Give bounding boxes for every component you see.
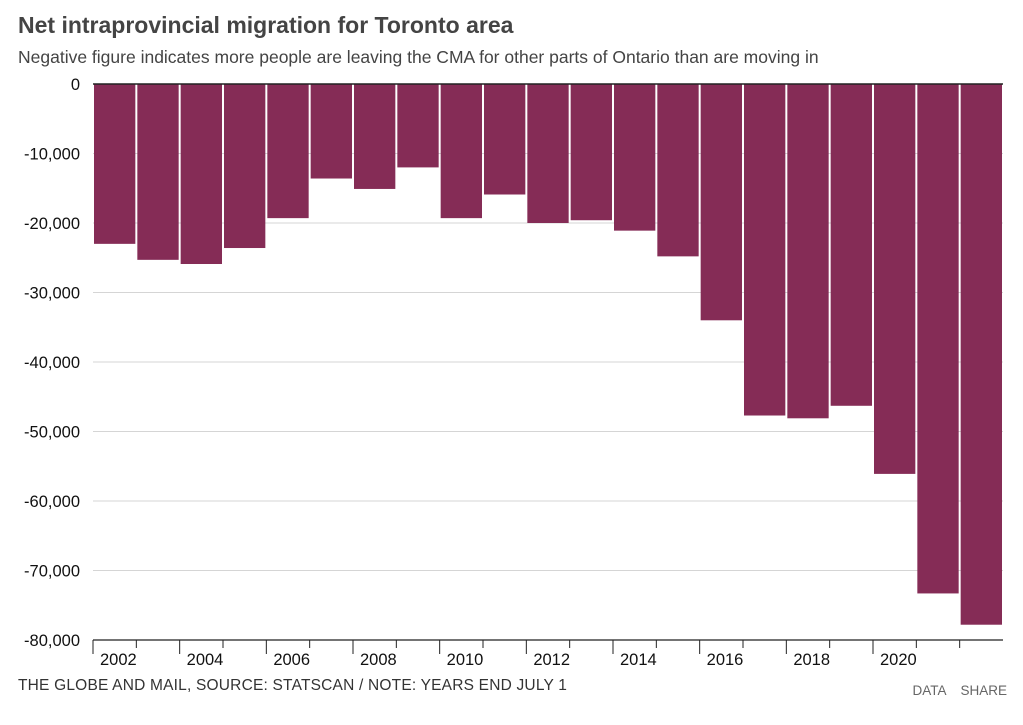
x-tick-label: 2004 (187, 651, 224, 669)
y-tick-label: -30,000 (24, 285, 80, 303)
x-tick-label: 2012 (533, 651, 570, 669)
bar (657, 84, 699, 257)
bar (960, 84, 1002, 625)
bar (527, 84, 569, 223)
y-tick-label: -20,000 (24, 215, 80, 233)
bar (440, 84, 482, 219)
bar (874, 84, 916, 474)
share-link[interactable]: SHARE (960, 683, 1007, 698)
y-tick-label: -80,000 (24, 632, 80, 650)
footer-links: DATA SHARE (898, 683, 1007, 698)
chart-title: Net intraprovincial migration for Toront… (18, 12, 514, 38)
source-note: THE GLOBE AND MAIL, SOURCE: STATSCAN / N… (18, 677, 568, 694)
x-tick-label: 2014 (620, 651, 657, 669)
bar (224, 84, 266, 249)
y-tick-label: 0 (71, 76, 80, 94)
bar (180, 84, 222, 265)
x-tick-label: 2018 (793, 651, 830, 669)
x-tick-label: 2008 (360, 651, 397, 669)
y-tick-label: -40,000 (24, 354, 80, 372)
x-tick-label: 2010 (447, 651, 484, 669)
chart-subtitle: Negative figure indicates more people ar… (18, 47, 819, 67)
bar (614, 84, 656, 231)
x-tick-label: 2020 (880, 651, 917, 669)
bar (354, 84, 396, 189)
y-tick-label: -70,000 (24, 563, 80, 581)
bar (267, 84, 309, 219)
bar (484, 84, 526, 195)
y-tick-label: -10,000 (24, 146, 80, 164)
x-tick-label: 2002 (100, 651, 137, 669)
bar (700, 84, 742, 321)
bar (570, 84, 612, 221)
bar (830, 84, 872, 406)
bar (744, 84, 786, 416)
y-tick-label: -50,000 (24, 424, 80, 442)
bar (787, 84, 829, 419)
y-tick-label: -60,000 (24, 493, 80, 511)
x-tick-label: 2016 (707, 651, 744, 669)
x-tick-label: 2006 (273, 651, 310, 669)
bar (137, 84, 179, 260)
bar (397, 84, 439, 168)
bar (310, 84, 352, 179)
bar (917, 84, 959, 594)
bar (94, 84, 136, 244)
data-link[interactable]: DATA (912, 683, 947, 698)
